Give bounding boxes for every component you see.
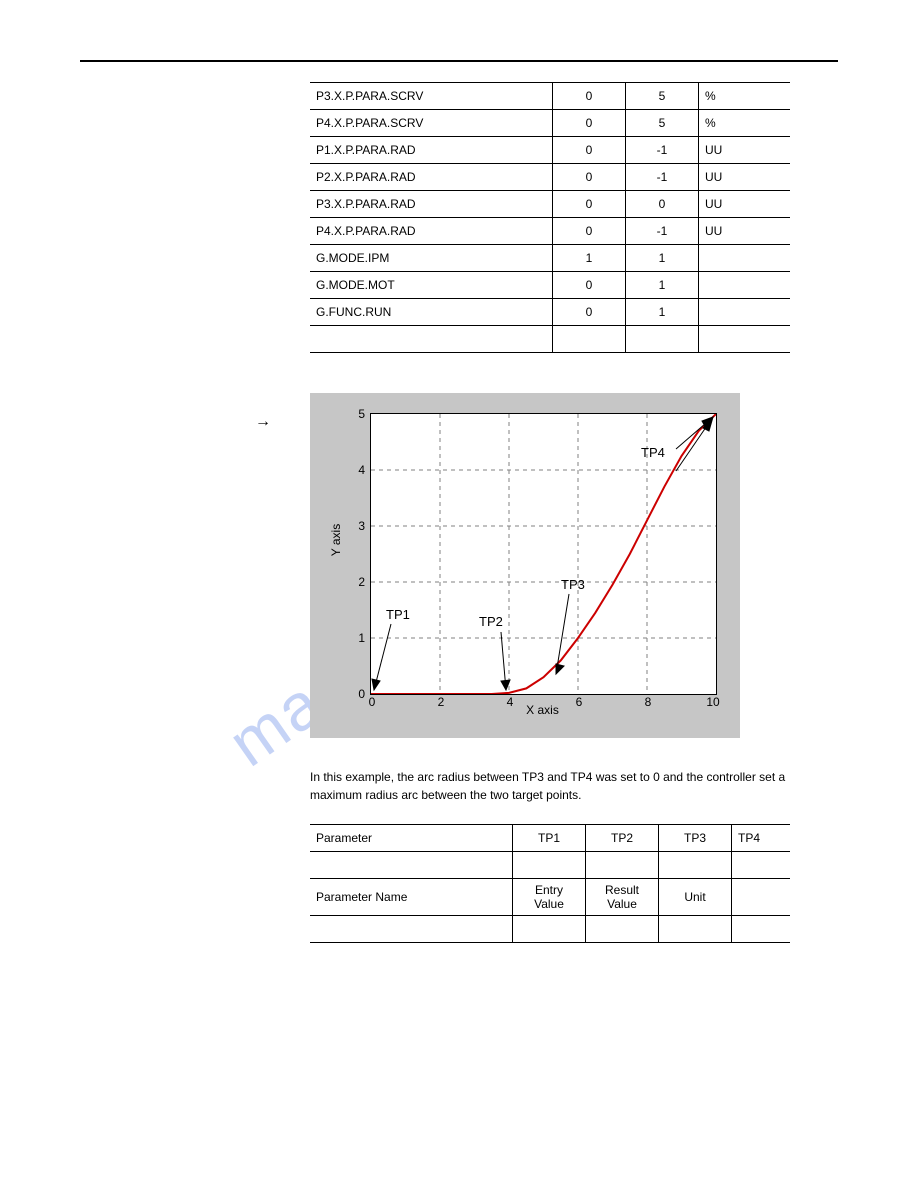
ytick: 1 [345,631,365,645]
cell: Parameter Name [310,879,513,916]
cell [586,916,659,943]
cell [699,326,791,353]
cell: -1 [626,218,699,245]
table-row: P4.X.P.PARA.SCRV05% [310,110,790,137]
main-content: P3.X.P.PARA.SCRV05% P4.X.P.PARA.SCRV05% … [310,82,790,943]
cell: 0 [553,218,626,245]
top-divider [80,60,838,62]
cell: 0 [553,272,626,299]
arrow-icon: → [255,393,310,738]
y-axis-label: Y axis [330,413,350,693]
page: manualshive.com P3.X.P.PARA.SCRV05% P4.X… [0,0,918,1188]
cell: P2.X.P.PARA.RAD [310,164,553,191]
cell: Unit [659,879,732,916]
ytick: 5 [345,407,365,421]
table-row [310,916,790,943]
cell [586,852,659,879]
cell: 0 [553,110,626,137]
plot-svg: TP1 TP2 TP3 TP4 [371,414,716,694]
cell: 0 [553,83,626,110]
cell: G.FUNC.RUN [310,299,553,326]
cell: UU [699,191,791,218]
cell: % [699,110,791,137]
description-paragraph: In this example, the arc radius between … [310,768,790,804]
tp4-label: TP4 [641,445,665,460]
ytick: 3 [345,519,365,533]
cell: 0 [553,137,626,164]
cell [310,916,513,943]
cell [699,272,791,299]
cell: 0 [553,191,626,218]
cell [553,326,626,353]
cell [732,852,791,879]
cell: P3.X.P.PARA.SCRV [310,83,553,110]
cell: P1.X.P.PARA.RAD [310,137,553,164]
table-row: P1.X.P.PARA.RAD0-1UU [310,137,790,164]
cell [732,879,791,916]
cell: 5 [626,110,699,137]
table-row: P2.X.P.PARA.RAD0-1UU [310,164,790,191]
ytick: 2 [345,575,365,589]
cell: 0 [626,191,699,218]
table-row: P3.X.P.PARA.RAD00UU [310,191,790,218]
cell: 1 [553,245,626,272]
cell [732,916,791,943]
cell [659,852,732,879]
table-row [310,852,790,879]
cell: 5 [626,83,699,110]
cell: G.MODE.MOT [310,272,553,299]
cell [513,916,586,943]
cell: -1 [626,164,699,191]
plot-area: TP1 TP2 TP3 TP4 [370,413,717,695]
cell: 1 [626,245,699,272]
cell: P4.X.P.PARA.RAD [310,218,553,245]
cell [659,916,732,943]
cell [310,326,553,353]
cell: UU [699,218,791,245]
table-row: P4.X.P.PARA.RAD0-1UU [310,218,790,245]
tp3-label: TP3 [561,577,585,592]
cell: TP2 [586,825,659,852]
x-axis-label: X axis [370,703,715,717]
table-row: G.MODE.MOT01 [310,272,790,299]
trajectory-chart: Y axis 5 4 3 2 1 0 0 2 4 6 8 10 X axis [310,393,740,738]
cell: -1 [626,137,699,164]
cell [699,245,791,272]
tp2-label: TP2 [479,614,503,629]
cell: P3.X.P.PARA.RAD [310,191,553,218]
cell: G.MODE.IPM [310,245,553,272]
chart-block: → Y axis 5 4 3 2 1 0 0 2 4 6 8 10 X axis [255,393,790,738]
table-row: Parameter NameEntry ValueResult ValueUni… [310,879,790,916]
cell: Entry Value [513,879,586,916]
cell: TP3 [659,825,732,852]
cell: 1 [626,299,699,326]
cell: 0 [553,299,626,326]
cell: TP4 [732,825,791,852]
cell: Result Value [586,879,659,916]
parameter-table-2: ParameterTP1TP2TP3TP4 Parameter NameEntr… [310,824,790,943]
cell [310,852,513,879]
ytick: 4 [345,463,365,477]
cell: UU [699,164,791,191]
table-row [310,326,790,353]
cell [699,299,791,326]
table-row: P3.X.P.PARA.SCRV05% [310,83,790,110]
tp1-label: TP1 [386,607,410,622]
cell: UU [699,137,791,164]
cell: % [699,83,791,110]
cell: 0 [553,164,626,191]
parameter-table-1: P3.X.P.PARA.SCRV05% P4.X.P.PARA.SCRV05% … [310,82,790,353]
cell [626,326,699,353]
cell: 1 [626,272,699,299]
cell: P4.X.P.PARA.SCRV [310,110,553,137]
cell [513,852,586,879]
table-row: G.MODE.IPM11 [310,245,790,272]
cell: TP1 [513,825,586,852]
table-row: G.FUNC.RUN01 [310,299,790,326]
cell: Parameter [310,825,513,852]
table-row: ParameterTP1TP2TP3TP4 [310,825,790,852]
